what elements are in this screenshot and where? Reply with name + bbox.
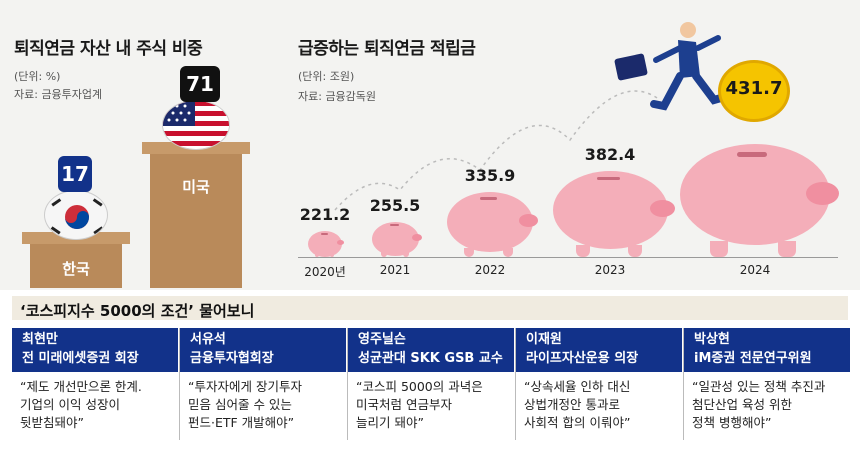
- interviewee-name: 이재원: [526, 332, 562, 347]
- column-divider: [515, 328, 516, 440]
- piggy-bank-icon: [680, 144, 839, 257]
- year-label: 2024: [739, 263, 771, 277]
- right-chart-title: 급증하는 퇴직연금 적립금: [298, 39, 476, 59]
- piggy-bank-icon: [552, 171, 675, 257]
- interviewee-name: 최현만: [22, 332, 58, 347]
- value-label: 335.9: [464, 166, 516, 185]
- interviewee-name: 영주닐슨: [358, 332, 406, 347]
- quote-line: 미국처럼 연금부자: [356, 397, 452, 412]
- left-chart-unit: (단위: %): [14, 70, 61, 83]
- column-divider: [179, 328, 180, 440]
- coin-icon: [718, 60, 790, 122]
- korea-value-badge: 17: [58, 156, 92, 192]
- quote-line: “투자자에게 장기투자: [188, 379, 302, 394]
- column-divider: [683, 328, 684, 440]
- quote-line: “코스피 5000의 과녁은: [356, 379, 483, 394]
- quote-line: 정책 병행해야”: [692, 415, 772, 430]
- value-2024: 431.7: [725, 78, 783, 99]
- year-label: 2020년: [304, 265, 346, 279]
- year-label: 2023: [594, 263, 626, 277]
- korea-podium: [30, 244, 122, 288]
- businessman-running-icon: [614, 22, 732, 111]
- quote-line: 첨단산업 육성 위한: [692, 397, 792, 412]
- interviewee-role: 성균관대 SKK GSB 교수: [358, 351, 503, 366]
- year-label: 2022: [474, 263, 506, 277]
- quote-line: 뒷받침돼야”: [20, 415, 84, 430]
- quote-line: “상속세율 인하 대신: [524, 379, 631, 394]
- korea-label: 한국: [62, 260, 90, 278]
- quote-line: 상법개정안 통과로: [524, 397, 620, 412]
- korea-flag-icon: [44, 190, 108, 240]
- piggy-bank-icon: [447, 192, 538, 257]
- usa-label: 미국: [182, 178, 210, 196]
- left-chart-source: 자료: 금융투자업계: [14, 88, 103, 101]
- interview-title: ‘코스피지수 5000의 조건’ 물어보니: [20, 302, 255, 320]
- quote-line: 늘리기 돼야”: [356, 415, 424, 430]
- interviewee-role: iM증권 전문연구위원: [694, 351, 812, 366]
- interviewee-role: 라이프자산운용 의장: [526, 351, 639, 366]
- quote-line: 펀드·ETF 개발해야”: [188, 415, 295, 430]
- piggy-bank-icon: [308, 231, 344, 257]
- usa-value-badge: 71: [180, 66, 220, 102]
- year-label: 2021: [379, 263, 411, 277]
- quote-line: “제도 개선만으론 한계.: [20, 379, 142, 394]
- left-chart-title: 퇴직연금 자산 내 주식 비중: [14, 39, 203, 59]
- value-label: 221.2: [299, 205, 351, 224]
- quote-line: 사회적 합의 이뤄야”: [524, 415, 631, 430]
- baseline: [298, 257, 838, 258]
- interviewee-name: 서유석: [190, 332, 226, 347]
- interviewee-name: 박상현: [694, 332, 730, 347]
- usa-podium: [150, 154, 242, 288]
- usa-flag-icon: [162, 100, 230, 150]
- right-chart-source: 자료: 금융감독원: [298, 90, 377, 103]
- quote-line: 기업의 이익 성장이: [20, 397, 120, 412]
- value-label: 382.4: [584, 145, 636, 164]
- growth-trend-arc: [334, 90, 661, 211]
- piggy-bank-icon: [371, 222, 422, 257]
- right-chart-unit: (단위: 조원): [298, 70, 355, 83]
- value-label: 255.5: [369, 196, 421, 215]
- quote-line: 믿음 심어줄 수 있는: [188, 397, 292, 412]
- column-divider: [347, 328, 348, 440]
- quote-line: “일관성 있는 정책 추진과: [692, 379, 826, 394]
- interviewee-header: 박상현 iM증권 전문연구위원: [684, 328, 850, 372]
- interview-header-bar: [12, 296, 848, 320]
- interviewee-role: 금융투자협회장: [190, 351, 274, 366]
- interviewee-role: 전 미래에셋증권 회장: [22, 351, 139, 366]
